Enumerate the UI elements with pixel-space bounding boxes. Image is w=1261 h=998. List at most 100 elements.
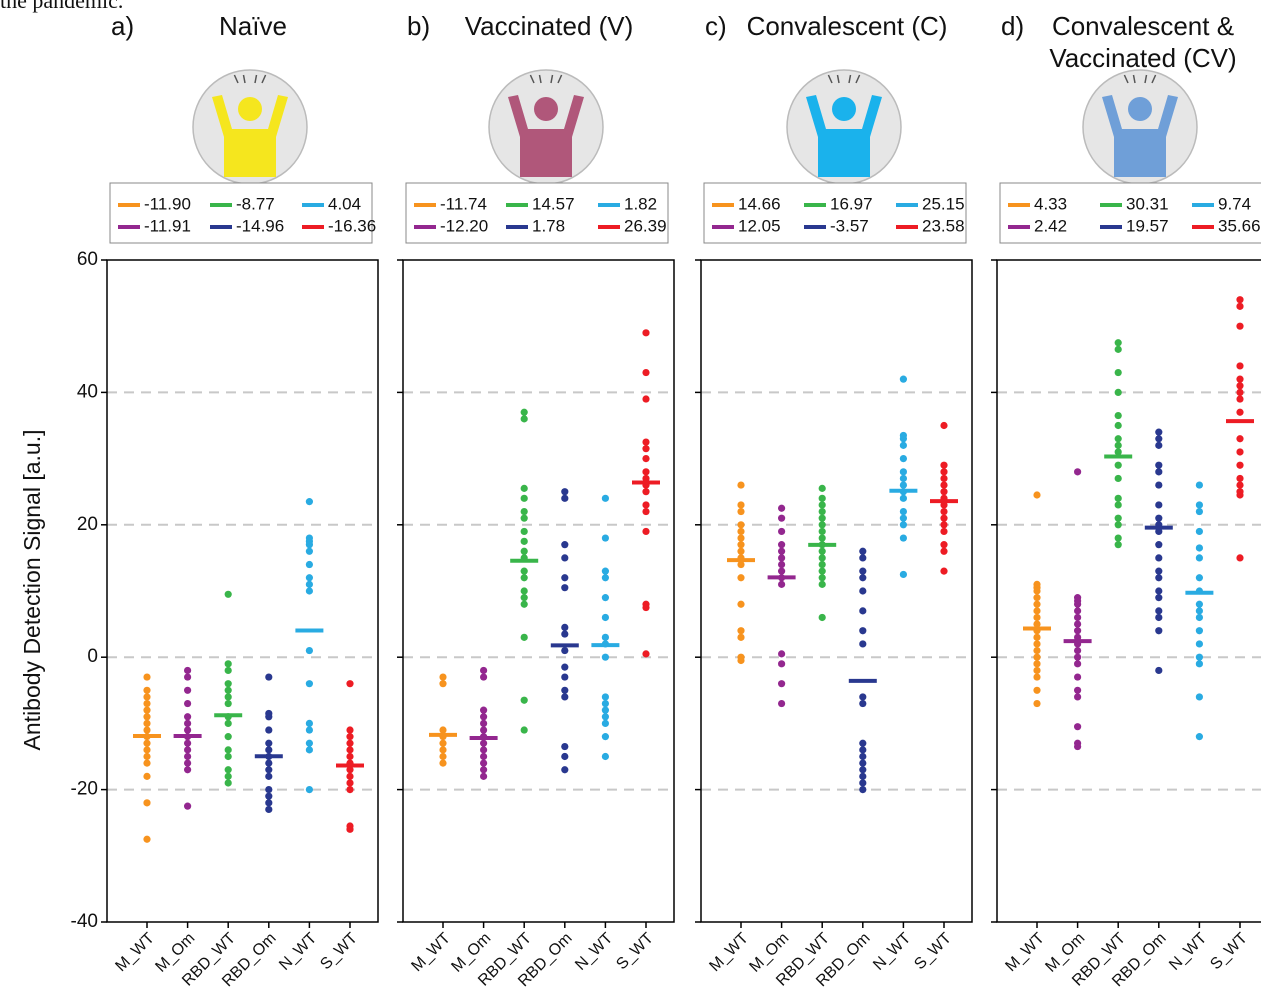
- data-point: [184, 760, 191, 767]
- data-point: [642, 501, 649, 508]
- data-point: [1115, 422, 1122, 429]
- data-point: [819, 485, 826, 492]
- data-point: [737, 548, 744, 555]
- x-tick-label: M_WT: [706, 930, 751, 975]
- data-point: [306, 574, 313, 581]
- data-point: [1074, 627, 1081, 634]
- legend-value: 9.74: [1218, 194, 1251, 213]
- y-tick-label: 40: [77, 381, 98, 402]
- data-point: [778, 505, 785, 512]
- data-point: [900, 481, 907, 488]
- data-point: [265, 673, 272, 680]
- data-point: [1196, 640, 1203, 647]
- data-point: [225, 687, 232, 694]
- data-point: [737, 508, 744, 515]
- data-point: [561, 554, 568, 561]
- legend-value: -12.20: [440, 216, 488, 235]
- data-point: [940, 515, 947, 522]
- data-point: [225, 720, 232, 727]
- data-point: [940, 528, 947, 535]
- data-point: [602, 707, 609, 714]
- data-point: [561, 630, 568, 637]
- data-point: [346, 680, 353, 687]
- data-point: [521, 415, 528, 422]
- legend-value: -8.77: [236, 194, 275, 213]
- data-point: [306, 680, 313, 687]
- data-point: [900, 455, 907, 462]
- data-point: [1115, 435, 1122, 442]
- panel-title: Convalescent &: [1052, 11, 1234, 41]
- data-point: [859, 693, 866, 700]
- data-point: [1236, 296, 1243, 303]
- data-point: [184, 803, 191, 810]
- data-point: [859, 746, 866, 753]
- data-point: [819, 508, 826, 515]
- data-point: [642, 438, 649, 445]
- data-point: [1196, 654, 1203, 661]
- data-point: [265, 713, 272, 720]
- data-point: [900, 442, 907, 449]
- data-point: [900, 495, 907, 502]
- data-point: [1115, 475, 1122, 482]
- data-point: [521, 601, 528, 608]
- data-point: [306, 498, 313, 505]
- data-point: [521, 726, 528, 733]
- data-point: [602, 693, 609, 700]
- data-point: [225, 591, 232, 598]
- data-point: [225, 700, 232, 707]
- data-point: [346, 773, 353, 780]
- data-point: [561, 693, 568, 700]
- legend-value: -11.90: [144, 194, 191, 213]
- data-point: [1033, 700, 1040, 707]
- data-point: [602, 634, 609, 641]
- data-point: [521, 587, 528, 594]
- data-point: [143, 720, 150, 727]
- data-point: [819, 548, 826, 555]
- data-point: [561, 488, 568, 495]
- data-point: [480, 740, 487, 747]
- legend-value: 2.42: [1034, 216, 1067, 235]
- data-point: [143, 687, 150, 694]
- data-point: [1115, 534, 1122, 541]
- data-point: [602, 594, 609, 601]
- legend-value: -11.74: [440, 194, 487, 213]
- data-point: [1155, 462, 1162, 469]
- data-point: [1115, 448, 1122, 455]
- data-point: [1155, 614, 1162, 621]
- data-point: [737, 541, 744, 548]
- legend-value: 14.57: [532, 194, 575, 213]
- data-point: [778, 561, 785, 568]
- data-point: [602, 753, 609, 760]
- x-tick-label: N_WT: [1166, 930, 1210, 974]
- panel-title: Convalescent (C): [747, 11, 948, 41]
- data-point: [1033, 687, 1040, 694]
- data-point: [602, 614, 609, 621]
- data-point: [184, 720, 191, 727]
- x-tick-label: S_WT: [911, 930, 955, 974]
- data-point: [1033, 607, 1040, 614]
- data-point: [439, 753, 446, 760]
- data-point: [143, 836, 150, 843]
- data-point: [642, 468, 649, 475]
- legend-value: 4.04: [328, 194, 361, 213]
- data-point: [602, 654, 609, 661]
- data-point: [1155, 627, 1162, 634]
- data-point: [439, 760, 446, 767]
- data-point: [521, 528, 528, 535]
- x-tick-label: M_WT: [1002, 930, 1047, 975]
- data-point: [1155, 435, 1162, 442]
- data-point: [642, 455, 649, 462]
- x-tick-label: S_WT: [613, 930, 657, 974]
- legend-value: -14.96: [236, 216, 284, 235]
- data-point: [859, 766, 866, 773]
- data-point: [521, 495, 528, 502]
- data-point: [1196, 601, 1203, 608]
- data-point: [1236, 448, 1243, 455]
- data-point: [1196, 627, 1203, 634]
- data-point: [346, 746, 353, 753]
- data-point: [1033, 614, 1040, 621]
- data-point: [346, 779, 353, 786]
- data-point: [521, 697, 528, 704]
- data-point: [561, 687, 568, 694]
- data-point: [1074, 654, 1081, 661]
